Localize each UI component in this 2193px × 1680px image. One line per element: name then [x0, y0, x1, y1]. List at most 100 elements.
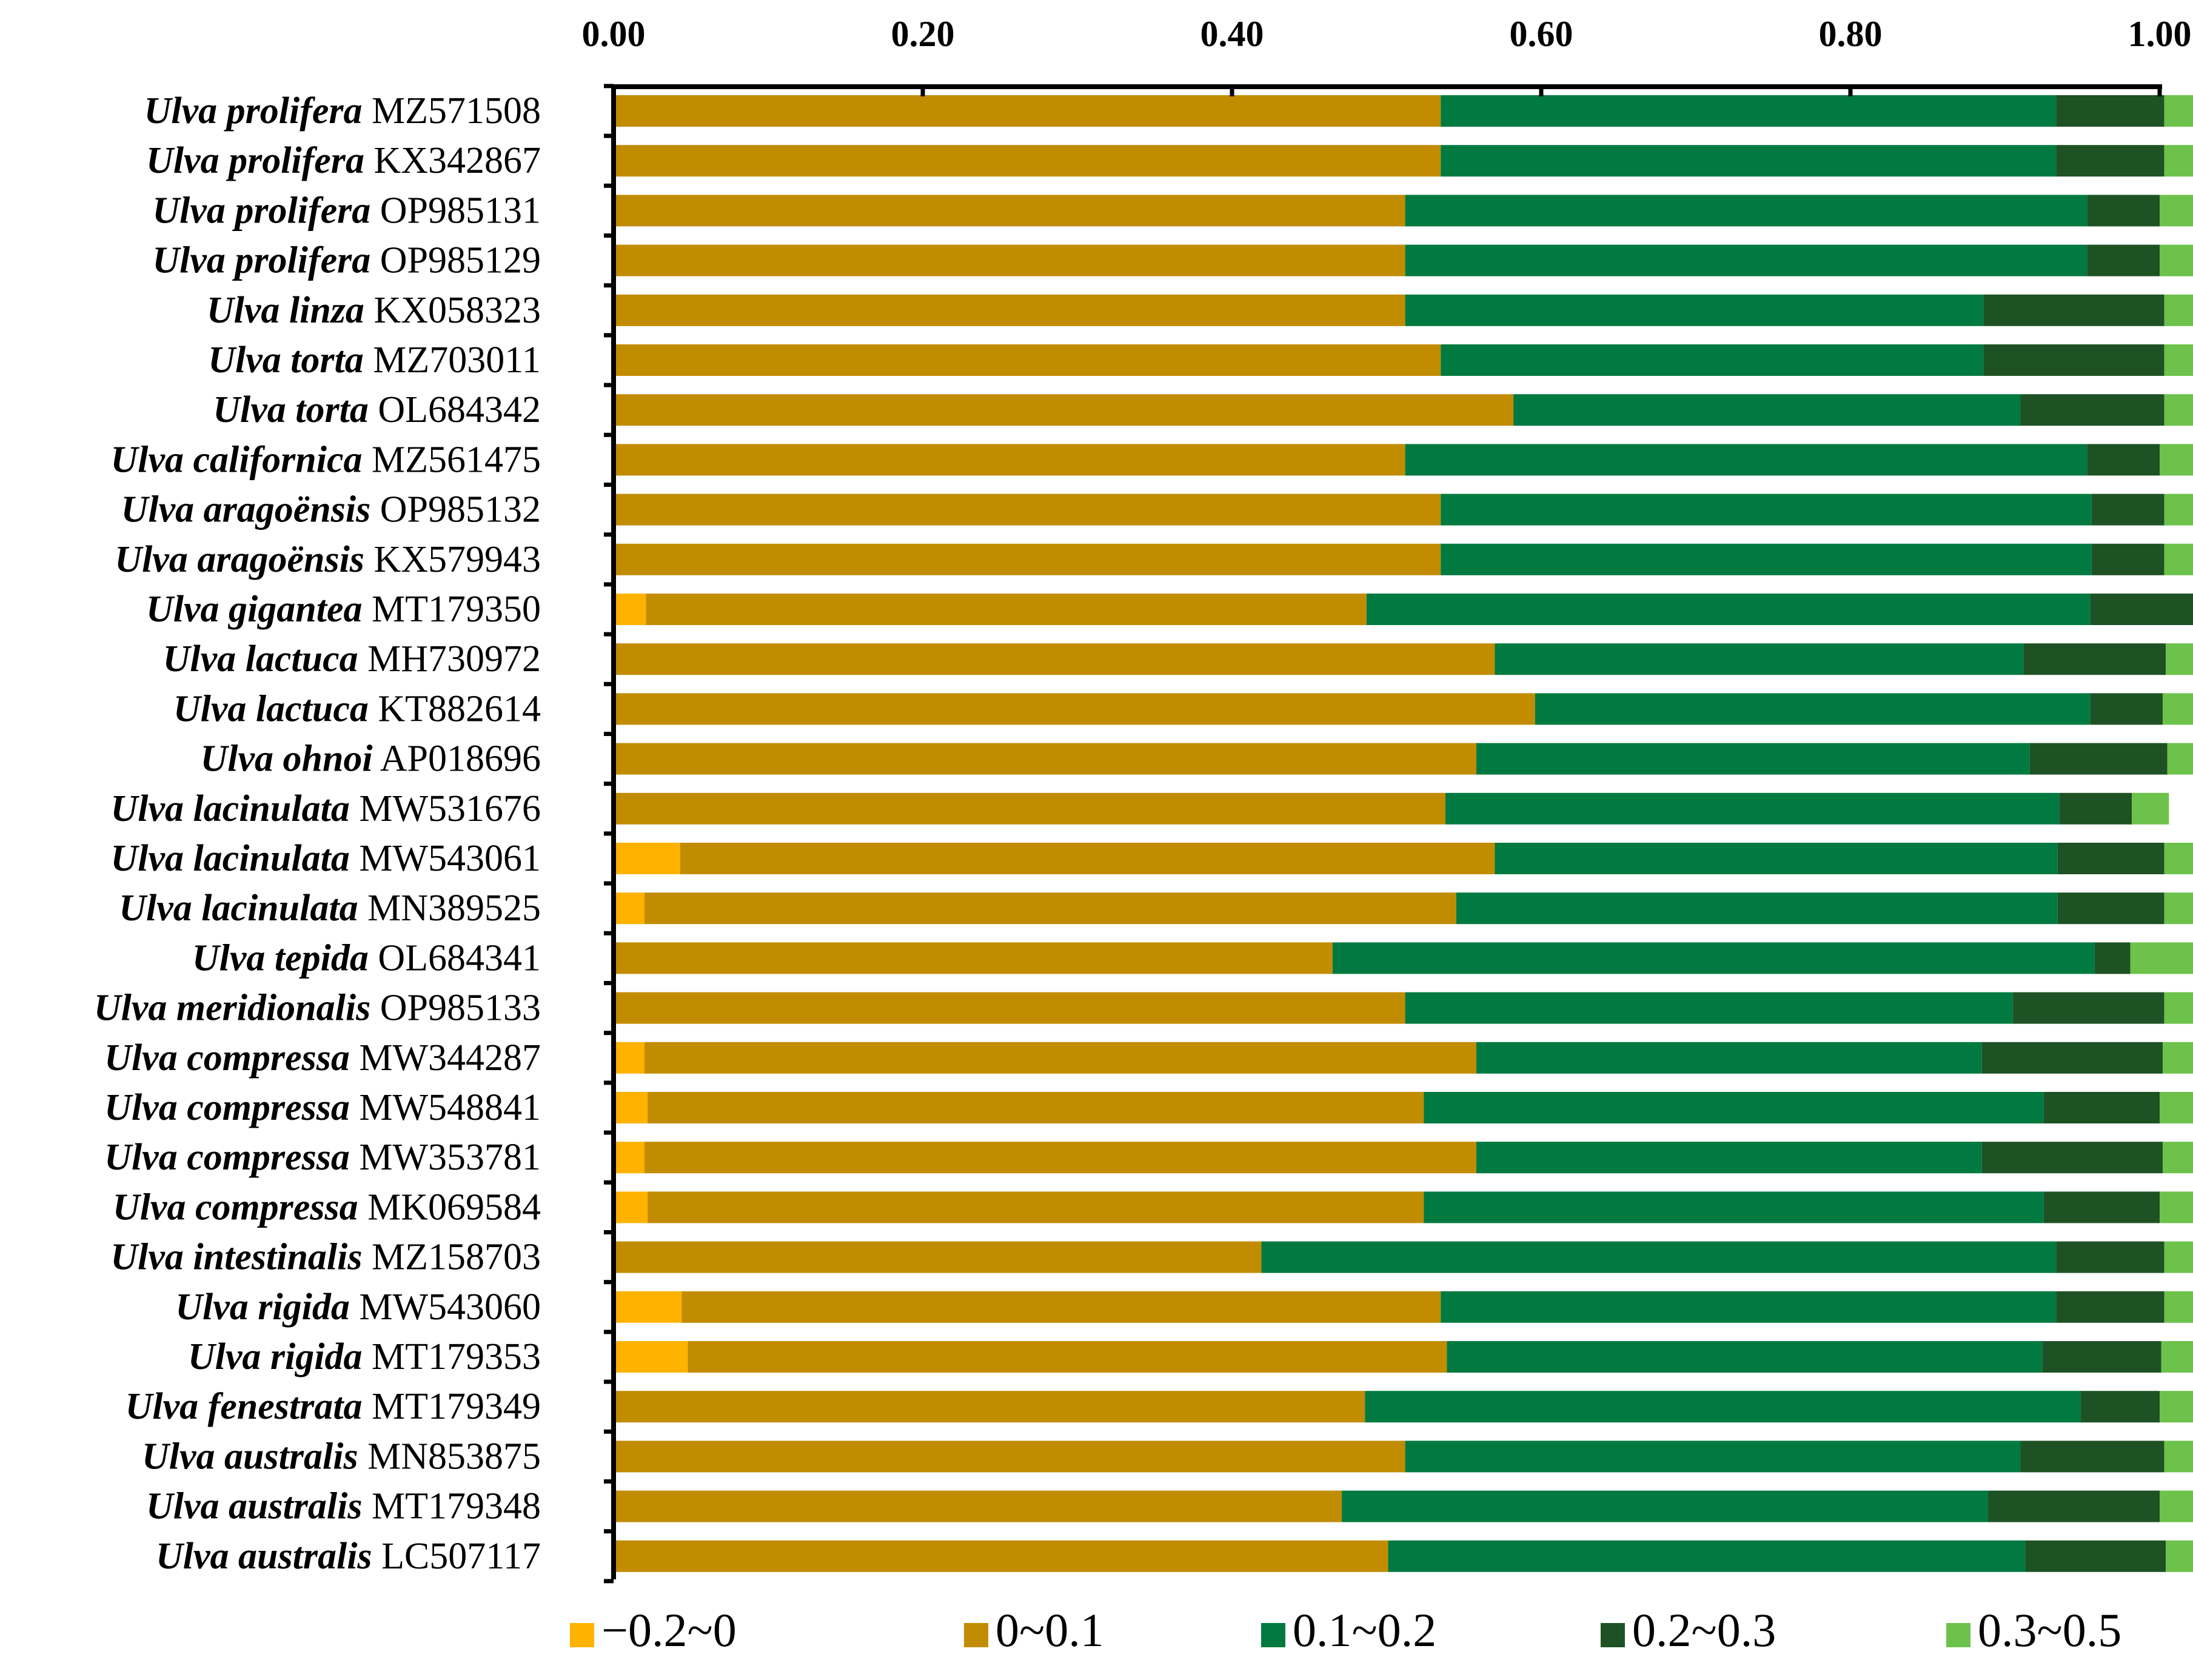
bar-segment: [1405, 195, 2088, 227]
accession-number: MT179350: [363, 589, 541, 630]
bar-segment: [645, 1142, 1476, 1174]
bar-segment: [2164, 892, 2193, 925]
bar-segment: [1987, 1490, 2160, 1522]
bar-segment: [2167, 743, 2193, 775]
species-name: Ulva aragoënsis: [115, 539, 364, 580]
bar-segment: [2166, 1540, 2193, 1572]
bar-segment: [614, 494, 1441, 526]
category-label: Ulva australis LC507117: [156, 1536, 541, 1577]
bar-segment: [2160, 444, 2193, 476]
legend-label: 0.3~0.5: [1978, 1604, 2121, 1656]
bar-segment: [614, 1142, 645, 1174]
bar-segment: [2164, 1241, 2193, 1273]
category-label: Ulva meridionalis OP985133: [94, 988, 541, 1029]
category-label: Ulva australis MT179348: [146, 1486, 541, 1527]
bar-segment: [614, 294, 1405, 326]
legend-swatch: [570, 1623, 594, 1647]
category-label: Ulva tepida OL684341: [192, 937, 541, 979]
bar-segment: [680, 843, 1495, 874]
species-name: Ulva lacinulata: [110, 838, 349, 879]
species-name: Ulva prolifera: [144, 90, 363, 132]
bar-segment: [2020, 394, 2165, 426]
bar-segment: [1342, 1490, 1988, 1522]
bar-segment: [614, 1540, 1388, 1572]
accession-number: MW531676: [350, 788, 541, 829]
category-label: Ulva prolifera KX342867: [146, 140, 541, 181]
bars-group: [614, 95, 2193, 1572]
x-axis: 0.00 0.20 0.40 0.60 0.80 1.00: [582, 14, 2192, 96]
species-name: Ulva linza: [207, 290, 364, 331]
bar-segment: [2160, 1490, 2193, 1522]
bar-segment: [614, 1391, 1365, 1423]
bar-segment: [1447, 1341, 2043, 1373]
bar-segment: [2164, 145, 2193, 177]
bar-segment: [614, 1341, 688, 1373]
bar-segment: [2059, 792, 2132, 825]
bar-segment: [2091, 494, 2165, 526]
legend-label: 0.2~0.3: [1632, 1604, 1776, 1656]
species-name: Ulva torta: [213, 389, 369, 430]
bar-segment: [2163, 1142, 2193, 1174]
accession-number: KX058323: [364, 290, 541, 331]
x-tick-label: 1.00: [2128, 14, 2192, 54]
bar-segment: [2161, 1341, 2193, 1373]
y-axis: [604, 84, 616, 1584]
category-label: Ulva rigida MW543060: [175, 1287, 541, 1328]
bar-segment: [1441, 145, 2057, 177]
bar-segment: [1476, 1042, 1982, 1074]
species-name: Ulva intestinalis: [110, 1237, 362, 1278]
accession-number: MW353781: [350, 1137, 541, 1178]
bar-segment: [681, 1291, 1441, 1323]
bar-segment: [2029, 743, 2168, 775]
bar-segment: [1424, 1092, 2044, 1123]
bar-segment: [1495, 843, 2058, 874]
bar-segment: [1983, 294, 2165, 326]
legend-swatch: [1601, 1623, 1625, 1647]
bar-segment: [614, 1042, 645, 1074]
bar-segment: [2057, 892, 2165, 925]
bar-segment: [1441, 1291, 2057, 1323]
bar-segment: [1981, 1042, 2163, 1074]
species-name: Ulva tepida: [192, 937, 369, 979]
accession-number: AP018696: [373, 738, 541, 780]
bar-segment: [648, 1191, 1424, 1223]
bar-segment: [1476, 1142, 1982, 1174]
bar-segment: [2160, 1191, 2193, 1223]
category-label: Ulva torta OL684342: [213, 389, 541, 430]
bar-segment: [2023, 643, 2166, 675]
species-name: Ulva lacinulata: [110, 788, 349, 829]
bar-segment: [1261, 1241, 2057, 1273]
bar-segment: [614, 1441, 1405, 1473]
x-tick-label: 0.40: [1200, 14, 1264, 54]
bar-segment: [614, 942, 1333, 974]
bar-segment: [1405, 444, 2088, 476]
accession-number: MT179348: [363, 1486, 541, 1527]
bar-segment: [645, 892, 1456, 925]
species-name: Ulva australis: [156, 1536, 372, 1577]
species-name: Ulva rigida: [188, 1336, 363, 1377]
species-name: Ulva aragoënsis: [121, 489, 371, 530]
bar-segment: [2164, 1291, 2193, 1323]
accession-number: MW548841: [350, 1087, 541, 1128]
accession-number: KX342867: [364, 140, 541, 181]
bar-segment: [2042, 1341, 2161, 1373]
bar-segment: [1441, 344, 1984, 376]
bar-segment: [614, 195, 1405, 227]
bar-segment: [2090, 594, 2193, 625]
bar-segment: [1441, 543, 2092, 575]
category-label: Ulva compressa MW344287: [104, 1037, 541, 1079]
category-label: Ulva australis MN853875: [142, 1436, 541, 1477]
bar-segment: [614, 1092, 648, 1123]
bar-segment: [614, 1291, 682, 1323]
category-label: Ulva lactuca MH730972: [163, 638, 541, 680]
bar-segment: [614, 1241, 1262, 1273]
bar-segment: [2057, 843, 2165, 874]
bar-segment: [1365, 1391, 2081, 1423]
bar-segment: [1456, 892, 2058, 925]
accession-number: MN853875: [358, 1436, 541, 1477]
bar-segment: [614, 992, 1405, 1024]
category-label: Ulva intestinalis MZ158703: [110, 1237, 541, 1278]
bar-segment: [1388, 1540, 2026, 1572]
accession-number: MK069584: [358, 1186, 541, 1228]
bar-segment: [2087, 444, 2160, 476]
